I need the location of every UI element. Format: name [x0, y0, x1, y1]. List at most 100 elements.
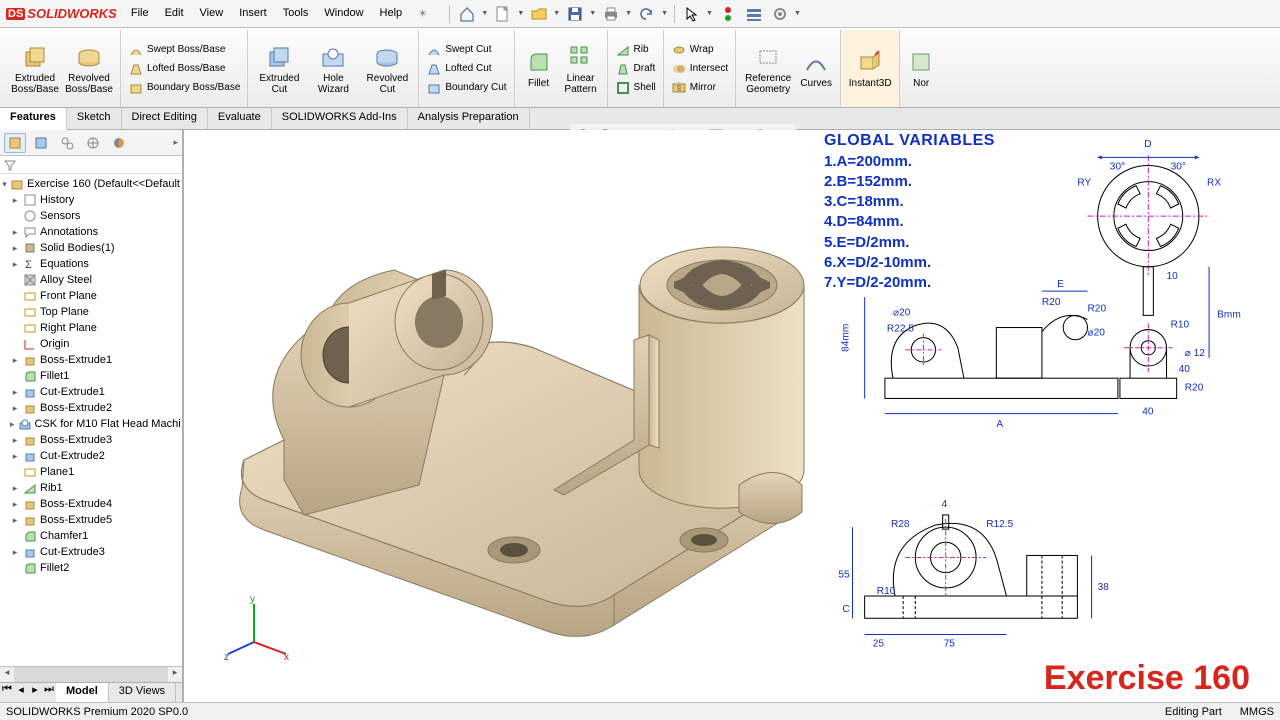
print-icon[interactable]: [600, 3, 622, 25]
status-bar: SOLIDWORKS Premium 2020 SP0.0 Editing Pa…: [0, 702, 1280, 720]
swept-boss-button[interactable]: Swept Boss/Base: [125, 41, 243, 59]
logo-badge: DS: [6, 8, 25, 20]
wrap-button[interactable]: Wrap: [668, 41, 731, 59]
settings-icon[interactable]: [769, 3, 791, 25]
menu-insert[interactable]: Insert: [231, 3, 275, 24]
tree-item-label: Right Plane: [40, 322, 97, 334]
normal-to-button[interactable]: Nor: [904, 46, 938, 91]
tree-item[interactable]: ▸Rib1: [0, 480, 182, 496]
mirror-button[interactable]: Mirror: [668, 79, 731, 97]
tree-item[interactable]: ▸Cut-Extrude1: [0, 384, 182, 400]
tab-direct-editing[interactable]: Direct Editing: [122, 108, 208, 129]
boss-icon: [23, 433, 37, 447]
tree-item[interactable]: ▸Cut-Extrude2: [0, 448, 182, 464]
curves-button[interactable]: Curves: [796, 41, 836, 97]
property-manager-tab[interactable]: [30, 133, 52, 153]
tree-item[interactable]: Top Plane: [0, 304, 182, 320]
svg-text:RX: RX: [1207, 178, 1221, 189]
tree-item-label: Rib1: [40, 482, 63, 494]
tree-item[interactable]: ▸Boss-Extrude5: [0, 512, 182, 528]
tree-item[interactable]: Plane1: [0, 464, 182, 480]
tree-item[interactable]: Origin: [0, 336, 182, 352]
tree-item[interactable]: ▸ΣEquations: [0, 256, 182, 272]
tab-nav[interactable]: ⏮◂▸⏭: [0, 683, 56, 702]
options-icon[interactable]: [743, 3, 765, 25]
tab-3d-views[interactable]: 3D Views: [109, 683, 176, 702]
tree-item[interactable]: Sensors: [0, 208, 182, 224]
feature-manager-tab[interactable]: [4, 133, 26, 153]
linear-pattern-button[interactable]: Linear Pattern: [559, 41, 603, 97]
save-icon[interactable]: [564, 3, 586, 25]
graphics-viewport[interactable]: y x z GLOBAL VARIABLES 1.A=200mm. 2.B=15…: [184, 130, 1280, 702]
tree-item-label: Solid Bodies(1): [40, 242, 115, 254]
menu-tools[interactable]: Tools: [275, 3, 317, 24]
fillet-button[interactable]: Fillet: [519, 41, 559, 97]
svg-text:40: 40: [1179, 364, 1191, 375]
lofted-boss-button[interactable]: Lofted Boss/Base: [125, 60, 243, 78]
menu-view[interactable]: View: [192, 3, 232, 24]
manager-tabs: ▸: [0, 130, 182, 156]
menu-edit[interactable]: Edit: [157, 3, 192, 24]
tree-item[interactable]: ▸CSK for M10 Flat Head Machi: [0, 416, 182, 432]
boundary-cut-button[interactable]: Boundary Cut: [423, 79, 509, 97]
shell-button[interactable]: Shell: [612, 79, 659, 97]
open-icon[interactable]: [528, 3, 550, 25]
svg-text:E: E: [1057, 279, 1064, 290]
tab-addins[interactable]: SOLIDWORKS Add-Ins: [272, 108, 408, 129]
tree-item-label: History: [40, 194, 74, 206]
status-units[interactable]: MMGS: [1240, 706, 1274, 718]
display-manager-tab[interactable]: [108, 133, 130, 153]
tab-evaluate[interactable]: Evaluate: [208, 108, 272, 129]
lofted-cut-button[interactable]: Lofted Cut: [423, 60, 509, 78]
draft-button[interactable]: Draft: [612, 60, 659, 78]
main-area: ▸ ▾ Exercise 160 (Default<<Default ▸Hist…: [0, 130, 1280, 702]
tree-item[interactable]: Fillet1: [0, 368, 182, 384]
tree-item[interactable]: ▸Boss-Extrude4: [0, 496, 182, 512]
tree-expand-icon[interactable]: ▸: [173, 137, 178, 148]
tree-item[interactable]: ▸History: [0, 192, 182, 208]
svg-text:R22.5: R22.5: [887, 324, 914, 335]
menu-help[interactable]: Help: [372, 3, 411, 24]
filter-icon[interactable]: [4, 159, 16, 171]
tree-item[interactable]: ▸Annotations: [0, 224, 182, 240]
select-icon[interactable]: [681, 3, 703, 25]
intersect-button[interactable]: Intersect: [668, 60, 731, 78]
tree-item[interactable]: Chamfer1: [0, 528, 182, 544]
tree-scrollbar[interactable]: ◂▸: [0, 666, 182, 682]
tree-root[interactable]: ▾ Exercise 160 (Default<<Default: [0, 176, 182, 192]
tree-item[interactable]: Right Plane: [0, 320, 182, 336]
material-icon: [23, 273, 37, 287]
hole-wizard-button[interactable]: Hole Wizard: [306, 41, 360, 97]
tree-item[interactable]: ▸Boss-Extrude3: [0, 432, 182, 448]
reference-geometry-button[interactable]: Reference Geometry: [740, 41, 796, 97]
tree-item[interactable]: ▸Solid Bodies(1): [0, 240, 182, 256]
tree-item[interactable]: Alloy Steel: [0, 272, 182, 288]
tab-analysis-prep[interactable]: Analysis Preparation: [408, 108, 530, 129]
rib-button[interactable]: Rib: [612, 41, 659, 59]
extruded-boss-button[interactable]: Extruded Boss/Base: [8, 41, 62, 97]
config-manager-tab[interactable]: [56, 133, 78, 153]
extruded-cut-button[interactable]: Extruded Cut: [252, 41, 306, 97]
tree-item[interactable]: Front Plane: [0, 288, 182, 304]
revolved-boss-button[interactable]: Revolved Boss/Base: [62, 41, 116, 97]
tree-item[interactable]: Fillet2: [0, 560, 182, 576]
instant3d-button[interactable]: Instant3D: [845, 46, 895, 91]
swept-cut-button[interactable]: Swept Cut: [423, 41, 509, 59]
menu-search-icon[interactable]: ✶: [410, 3, 435, 24]
dimxpert-tab[interactable]: [82, 133, 104, 153]
home-icon[interactable]: [456, 3, 478, 25]
rebuild-icon[interactable]: [717, 3, 739, 25]
tab-model[interactable]: Model: [56, 683, 109, 702]
undo-icon[interactable]: [636, 3, 658, 25]
menu-file[interactable]: File: [123, 3, 157, 24]
tree-item[interactable]: ▸Cut-Extrude3: [0, 544, 182, 560]
tree-item[interactable]: ▸Boss-Extrude1: [0, 352, 182, 368]
tree-item[interactable]: ▸Boss-Extrude2: [0, 400, 182, 416]
boundary-boss-button[interactable]: Boundary Boss/Base: [125, 79, 243, 97]
chamfer-icon: [23, 529, 37, 543]
new-icon[interactable]: [492, 3, 514, 25]
tab-sketch[interactable]: Sketch: [67, 108, 122, 129]
revolved-cut-button[interactable]: Revolved Cut: [360, 41, 414, 97]
menu-window[interactable]: Window: [316, 3, 371, 24]
tab-features[interactable]: Features: [0, 108, 67, 130]
